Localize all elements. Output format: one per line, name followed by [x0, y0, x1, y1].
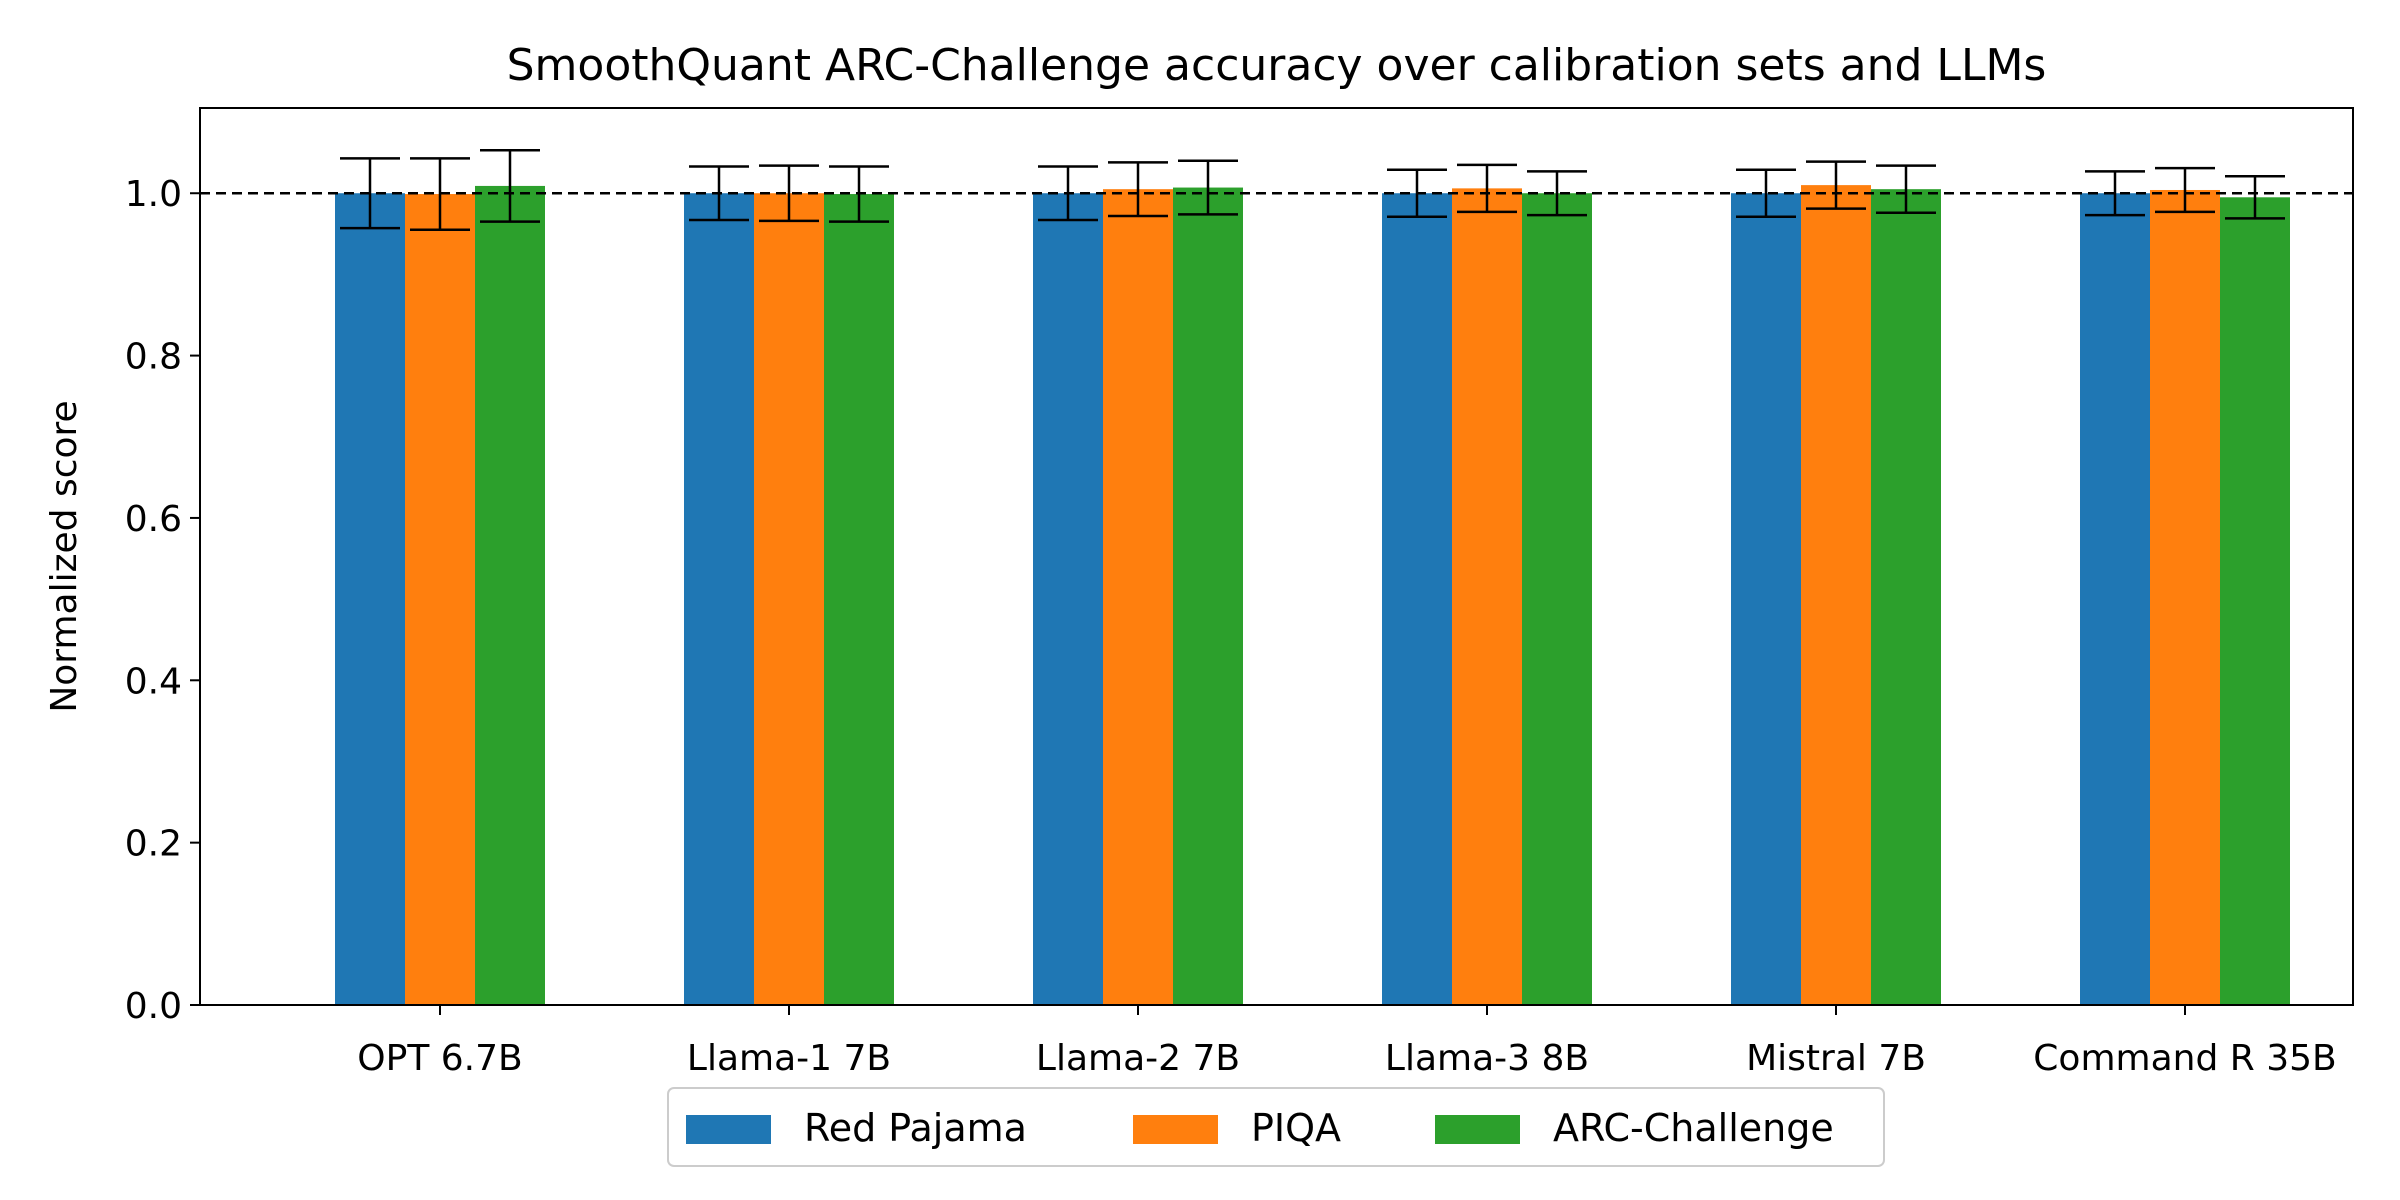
y-axis-label: Normalized score	[44, 400, 85, 712]
x-tick-label: Llama-2 7B	[1036, 1038, 1240, 1079]
plot-area: 0.0 0.2 0.4 0.6 0.8 1.0 OPT 6.7B Llama-1 7B Llam…	[125, 107, 2354, 1079]
error-bar	[480, 148, 540, 223]
y-tick-label: 0.2	[125, 824, 182, 865]
bar-red-pajama-4	[1731, 193, 1801, 1005]
error-bar	[2225, 174, 2285, 220]
chart-title: SmoothQuant ARC-Challenge accuracy over …	[507, 40, 2047, 91]
legend-entry: ARC-Challenge	[1435, 1106, 1834, 1150]
plot-frame	[199, 107, 2354, 1006]
bar-red-pajama-5	[2080, 193, 2150, 1005]
bar-piqa-3	[1452, 188, 1522, 1006]
bar-arc-challenge-1	[824, 194, 894, 1005]
x-tick-label: OPT 6.7B	[357, 1038, 522, 1079]
error-bar	[2085, 170, 2145, 217]
bar-piqa-2	[1103, 189, 1173, 1006]
bar-red-pajama-3	[1382, 193, 1452, 1005]
bar-arc-challenge-4	[1871, 189, 1941, 1006]
legend-swatch	[1133, 1115, 1218, 1144]
bar-arc-challenge-5	[2220, 197, 2290, 1005]
error-bar	[340, 157, 400, 230]
bar-piqa-1	[754, 193, 824, 1005]
error-bar	[1876, 164, 1936, 214]
bar-red-pajama-1	[684, 193, 754, 1005]
y-tick-label: 1.0	[125, 174, 182, 215]
legend-label: PIQA	[1251, 1106, 1341, 1150]
bar-piqa-0	[405, 194, 475, 1005]
error-bar	[1736, 168, 1796, 219]
bar-arc-challenge-2	[1173, 187, 1243, 1005]
bar-piqa-4	[1801, 185, 1871, 1005]
x-tick-label: Llama-1 7B	[687, 1038, 891, 1079]
error-bar	[1178, 159, 1238, 216]
error-bar	[1038, 165, 1098, 222]
error-bar	[689, 165, 749, 222]
error-bar	[829, 165, 889, 223]
error-bar	[759, 164, 819, 223]
error-bar	[1387, 168, 1447, 219]
y-tick-label: 0.4	[125, 661, 182, 702]
error-bar	[1457, 163, 1517, 214]
error-bar	[2155, 166, 2215, 214]
x-tick-label: Command R 35B	[2033, 1038, 2336, 1079]
bar-red-pajama-0	[335, 193, 405, 1005]
bar-red-pajama-2	[1033, 193, 1103, 1005]
bar-arc-challenge-0	[475, 185, 545, 1005]
y-tick-label: 0.8	[125, 337, 182, 378]
legend-swatch	[686, 1115, 771, 1144]
y-tick-label: 0.6	[125, 499, 182, 540]
x-tick-label: Mistral 7B	[1746, 1038, 1926, 1079]
error-bar	[1108, 161, 1168, 218]
legend-swatch	[1435, 1115, 1520, 1144]
legend-label: ARC-Challenge	[1553, 1106, 1834, 1150]
error-bar	[410, 157, 470, 232]
error-bar	[1527, 170, 1587, 217]
bar-piqa-5	[2150, 189, 2220, 1006]
y-tick-label: 0.0	[125, 986, 182, 1027]
legend: Red Pajama PIQA ARC-Challenge	[667, 1087, 1885, 1167]
error-bar	[1806, 160, 1866, 210]
x-tick-label: Llama-3 8B	[1385, 1038, 1589, 1079]
legend-frame	[667, 1087, 1885, 1167]
legend-label: Red Pajama	[804, 1106, 1027, 1150]
legend-entry: PIQA	[1133, 1106, 1341, 1150]
bar-arc-challenge-3	[1522, 193, 1592, 1005]
legend-entry: Red Pajama	[686, 1106, 1027, 1150]
